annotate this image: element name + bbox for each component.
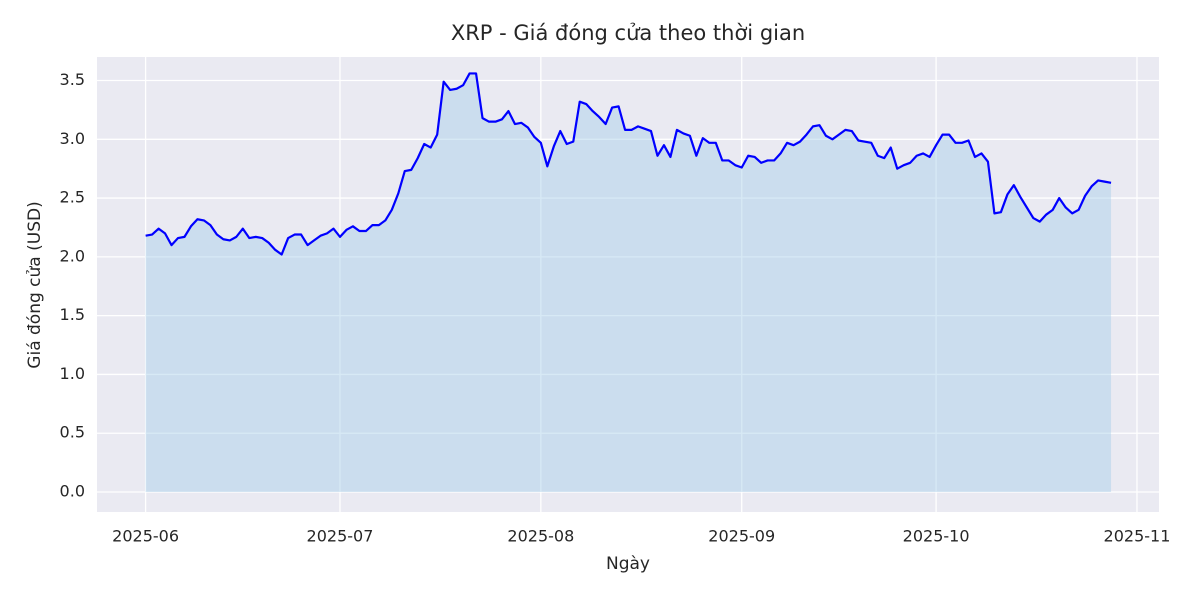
- area: [145, 73, 1112, 493]
- x-tick-label: 2025-09: [708, 527, 775, 546]
- y-axis-label: Giá đóng cửa (USD): [25, 201, 45, 368]
- y-tick-label: 0.5: [60, 423, 85, 442]
- x-tick-label: 2025-07: [307, 527, 374, 546]
- plot-area: [97, 57, 1159, 512]
- x-tick-label: 2025-10: [903, 527, 970, 546]
- y-tick-label: 2.0: [60, 246, 85, 265]
- y-tick-label: 2.5: [60, 188, 85, 207]
- x-axis-label: Ngày: [606, 554, 650, 574]
- x-tick-label: 2025-06: [112, 527, 179, 546]
- y-tick-label: 3.5: [60, 70, 85, 89]
- x-tick-label: 2025-08: [507, 527, 574, 546]
- chart-title: XRP - Giá đóng cửa theo thời gian: [451, 21, 805, 45]
- y-tick-label: 0.0: [60, 482, 85, 501]
- y-tick-label: 1.0: [60, 364, 85, 383]
- x-tick-label: 2025-11: [1104, 527, 1171, 546]
- y-tick-label: 3.0: [60, 129, 85, 148]
- y-tick-label: 1.5: [60, 305, 85, 324]
- line: [145, 72, 1112, 256]
